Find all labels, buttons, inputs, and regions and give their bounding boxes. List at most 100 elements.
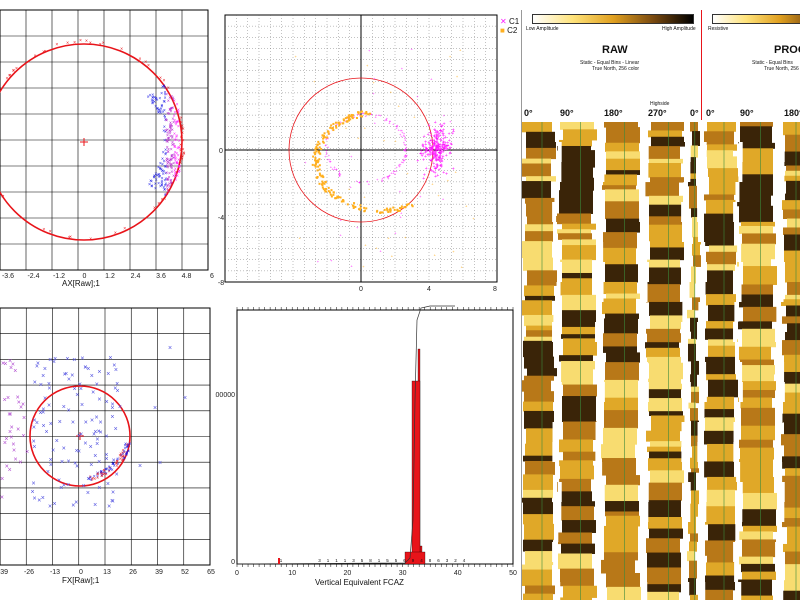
data-point: + — [436, 146, 439, 152]
log-band — [740, 447, 774, 460]
data-point: + — [425, 166, 428, 172]
data-point: + — [405, 154, 408, 159]
log-band — [707, 156, 737, 169]
data-point: × — [121, 454, 124, 460]
log-band — [526, 176, 556, 182]
data-point: × — [180, 147, 183, 153]
data-point: + — [455, 170, 458, 175]
log-band — [646, 538, 680, 554]
log-band — [649, 301, 683, 316]
count-label: 6 — [437, 558, 440, 563]
data-point: × — [96, 474, 99, 480]
data-point: + — [430, 169, 433, 175]
data-point: × — [110, 498, 114, 505]
data-point: × — [103, 471, 106, 477]
data-point: × — [166, 159, 169, 165]
data-point: × — [74, 499, 78, 506]
log-band — [693, 255, 701, 267]
x-tick-label: 20 — [344, 570, 352, 577]
data-point: × — [122, 457, 125, 463]
data-point: × — [116, 457, 119, 463]
data-point: + — [437, 141, 440, 147]
data-point: × — [103, 468, 106, 474]
pad-gap — [684, 402, 689, 422]
data-point: × — [150, 98, 153, 104]
data-point: × — [110, 405, 114, 412]
data-point: × — [173, 110, 176, 116]
data-point: × — [165, 137, 168, 143]
x-tick-label: 8 — [493, 286, 497, 293]
pad-gap — [700, 402, 705, 422]
data-point: × — [102, 472, 105, 478]
data-point: × — [12, 68, 15, 74]
pad-gap — [553, 342, 558, 362]
data-point: × — [123, 455, 126, 461]
data-point: + — [373, 76, 376, 81]
data-point: × — [112, 363, 116, 370]
data-point — [351, 114, 354, 117]
data-point: × — [8, 358, 12, 365]
log-band — [606, 515, 640, 527]
data-point: × — [161, 162, 164, 168]
data-point: × — [160, 91, 163, 97]
log-band — [704, 213, 734, 230]
data-point: × — [172, 96, 175, 102]
data-point: × — [170, 182, 173, 188]
data-point: + — [405, 149, 408, 154]
log-band — [784, 421, 800, 428]
pad-gap — [735, 182, 740, 202]
data-point: + — [434, 151, 437, 157]
data-point: × — [175, 161, 178, 167]
log-band — [523, 539, 553, 552]
count-label: 3 — [318, 558, 321, 563]
data-point: × — [176, 109, 179, 115]
data-point: × — [34, 54, 37, 60]
log-band — [742, 233, 776, 245]
data-point: + — [448, 151, 451, 157]
pad-gap — [599, 282, 604, 302]
pad-gap — [600, 482, 605, 502]
x-tick-label: 4 — [427, 286, 431, 293]
log-band — [738, 397, 772, 409]
data-point: × — [161, 176, 164, 182]
data-point: + — [373, 80, 376, 85]
pad-gap — [643, 242, 648, 262]
log-band — [704, 228, 734, 246]
data-point: + — [465, 203, 468, 208]
data-point: × — [45, 429, 49, 436]
data-point: + — [370, 112, 373, 117]
data-point: + — [419, 151, 422, 157]
data-point: + — [324, 154, 327, 159]
data-point: × — [47, 402, 51, 409]
data-point: + — [388, 174, 391, 179]
pad-gap — [685, 582, 690, 600]
data-point: × — [159, 76, 162, 82]
data-point: × — [0, 495, 4, 502]
data-point: × — [172, 120, 175, 126]
pad-gap — [642, 122, 646, 142]
data-point: + — [438, 154, 441, 160]
pad-gap — [595, 442, 600, 462]
data-point: + — [406, 171, 409, 176]
data-point: × — [155, 173, 158, 179]
log-band — [522, 380, 551, 392]
data-point: × — [89, 444, 93, 451]
data-point: × — [33, 379, 37, 386]
data-point: × — [174, 122, 177, 128]
data-point — [404, 206, 407, 209]
data-point: × — [176, 102, 179, 108]
data-point: × — [163, 188, 166, 194]
data-point: + — [399, 162, 402, 167]
data-point: + — [350, 154, 353, 159]
data-point — [315, 149, 318, 152]
data-point — [357, 112, 360, 115]
data-point — [315, 160, 318, 163]
data-point: × — [169, 109, 172, 115]
data-point: × — [2, 194, 5, 200]
data-point: × — [157, 165, 160, 171]
data-point: × — [153, 100, 156, 106]
data-point: + — [435, 154, 438, 160]
data-point: × — [53, 356, 57, 363]
data-point: × — [168, 95, 171, 101]
count-label: 4 — [420, 558, 423, 563]
